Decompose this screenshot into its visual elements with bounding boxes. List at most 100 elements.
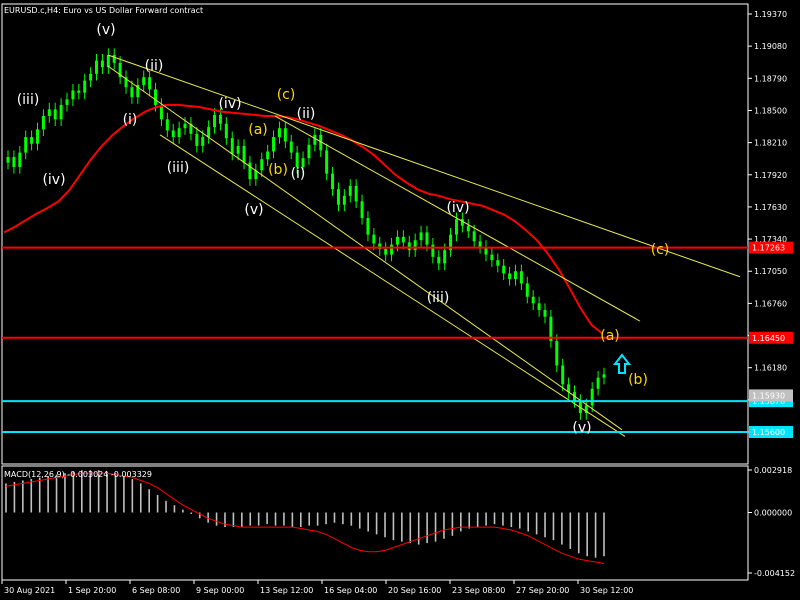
candle-body bbox=[372, 234, 376, 244]
main-y-tick-label: 1.18210 bbox=[754, 139, 787, 148]
current-price-tag bbox=[749, 389, 793, 402]
main-y-tick-label: 1.16180 bbox=[754, 364, 787, 373]
candle-body bbox=[41, 116, 45, 130]
wave-label: (iii) bbox=[17, 92, 40, 108]
candle-body bbox=[100, 60, 104, 68]
candle-body bbox=[148, 77, 152, 90]
candle-body bbox=[549, 316, 553, 342]
candle-body bbox=[53, 109, 57, 120]
price-level-label: 1.15878 bbox=[752, 397, 785, 406]
x-tick-label: 9 Sep 00:00 bbox=[196, 586, 244, 595]
candle-body bbox=[136, 84, 140, 98]
macd-plot-frame bbox=[1, 465, 749, 581]
candle-body bbox=[254, 170, 258, 180]
candle-body bbox=[567, 384, 571, 393]
main-y-tick-label: 1.17340 bbox=[754, 235, 787, 244]
main-y-tick-label: 1.18500 bbox=[754, 106, 787, 115]
main-plot-frame bbox=[1, 3, 749, 465]
candle-body bbox=[378, 243, 382, 250]
x-tick-label: 20 Sep 16:00 bbox=[388, 586, 441, 595]
candle-body bbox=[460, 219, 464, 226]
candle-body bbox=[289, 141, 293, 153]
macd-signal-line bbox=[5, 472, 605, 564]
candle-body bbox=[195, 133, 199, 146]
candle-body bbox=[602, 374, 606, 378]
candle-body bbox=[519, 271, 523, 284]
trend-line bbox=[107, 54, 741, 278]
main-y-tick-label: 1.17050 bbox=[754, 267, 787, 276]
candle-body bbox=[12, 157, 16, 168]
wave-label: (a) bbox=[600, 328, 620, 344]
candle-body bbox=[301, 158, 305, 168]
main-y-tick-label: 1.18790 bbox=[754, 74, 787, 83]
wave-label: (b) bbox=[628, 372, 648, 388]
candle-body bbox=[584, 405, 588, 414]
candle-body bbox=[295, 152, 299, 168]
candle-body bbox=[159, 104, 163, 120]
wave-label: (iii) bbox=[167, 160, 190, 176]
price-level-label: 1.15600 bbox=[752, 428, 785, 437]
wave-label: (i) bbox=[291, 166, 306, 182]
wave-label: (iv) bbox=[42, 172, 65, 188]
wave-label: (ii) bbox=[145, 58, 164, 74]
wave-label: (iv) bbox=[218, 96, 241, 112]
x-tick-label: 16 Sep 04:00 bbox=[324, 586, 377, 595]
candle-body bbox=[6, 157, 10, 163]
wave-label: (v) bbox=[244, 202, 263, 218]
candle-body bbox=[224, 123, 228, 139]
candle-body bbox=[454, 219, 458, 235]
candle-body bbox=[313, 134, 317, 145]
candle-body bbox=[401, 236, 405, 243]
candle-body bbox=[213, 114, 217, 128]
wave-label: (ii) bbox=[297, 106, 316, 122]
candle-body bbox=[95, 60, 99, 74]
candle-body bbox=[242, 145, 246, 163]
candle-body bbox=[36, 129, 40, 144]
wave-label: (iv) bbox=[446, 200, 469, 216]
candle-body bbox=[590, 388, 594, 406]
candle-body bbox=[189, 123, 193, 134]
candle-body bbox=[83, 80, 87, 93]
candle-body bbox=[165, 119, 169, 131]
x-tick-label: 6 Sep 08:00 bbox=[132, 586, 180, 595]
wave-label: (a) bbox=[248, 122, 268, 138]
trend-line bbox=[159, 134, 626, 437]
candle-body bbox=[496, 260, 500, 266]
candle-body bbox=[65, 99, 69, 105]
wave-label: (i) bbox=[123, 112, 138, 128]
candle-body bbox=[307, 144, 311, 159]
candle-body bbox=[59, 104, 63, 120]
candle-body bbox=[425, 232, 429, 245]
wave-label: (iii) bbox=[427, 290, 450, 306]
candle-body bbox=[407, 242, 411, 251]
candle-body bbox=[177, 128, 181, 138]
candle-body bbox=[543, 310, 547, 317]
candle-body bbox=[183, 123, 187, 129]
candle-body bbox=[124, 77, 128, 88]
trend-line bbox=[274, 115, 641, 322]
candle-body bbox=[502, 265, 506, 274]
candle-body bbox=[472, 231, 476, 242]
moving-average-line bbox=[3, 103, 603, 335]
x-tick-label: 30 Aug 2021 bbox=[4, 586, 55, 595]
candle-body bbox=[348, 185, 352, 196]
candle-body bbox=[71, 90, 75, 100]
main-y-tick-label: 1.19080 bbox=[754, 42, 787, 51]
x-tick-label: 13 Sep 12:00 bbox=[260, 586, 313, 595]
candle-body bbox=[390, 244, 394, 255]
macd-y-tick-label: 0.000000 bbox=[754, 509, 792, 518]
price-level-tag bbox=[749, 426, 793, 438]
candle-body bbox=[201, 137, 205, 146]
price-level-label: 1.17263 bbox=[752, 244, 785, 253]
candle-body bbox=[272, 137, 276, 152]
candle-body bbox=[248, 162, 252, 180]
wave-label: (v) bbox=[96, 22, 115, 38]
candle-body bbox=[484, 246, 488, 255]
candle-body bbox=[342, 195, 346, 205]
candle-body bbox=[366, 218, 370, 235]
price-level-label: 1.16450 bbox=[752, 334, 785, 343]
main-y-tick-label: 1.19370 bbox=[754, 10, 787, 19]
candle-body bbox=[130, 87, 134, 98]
